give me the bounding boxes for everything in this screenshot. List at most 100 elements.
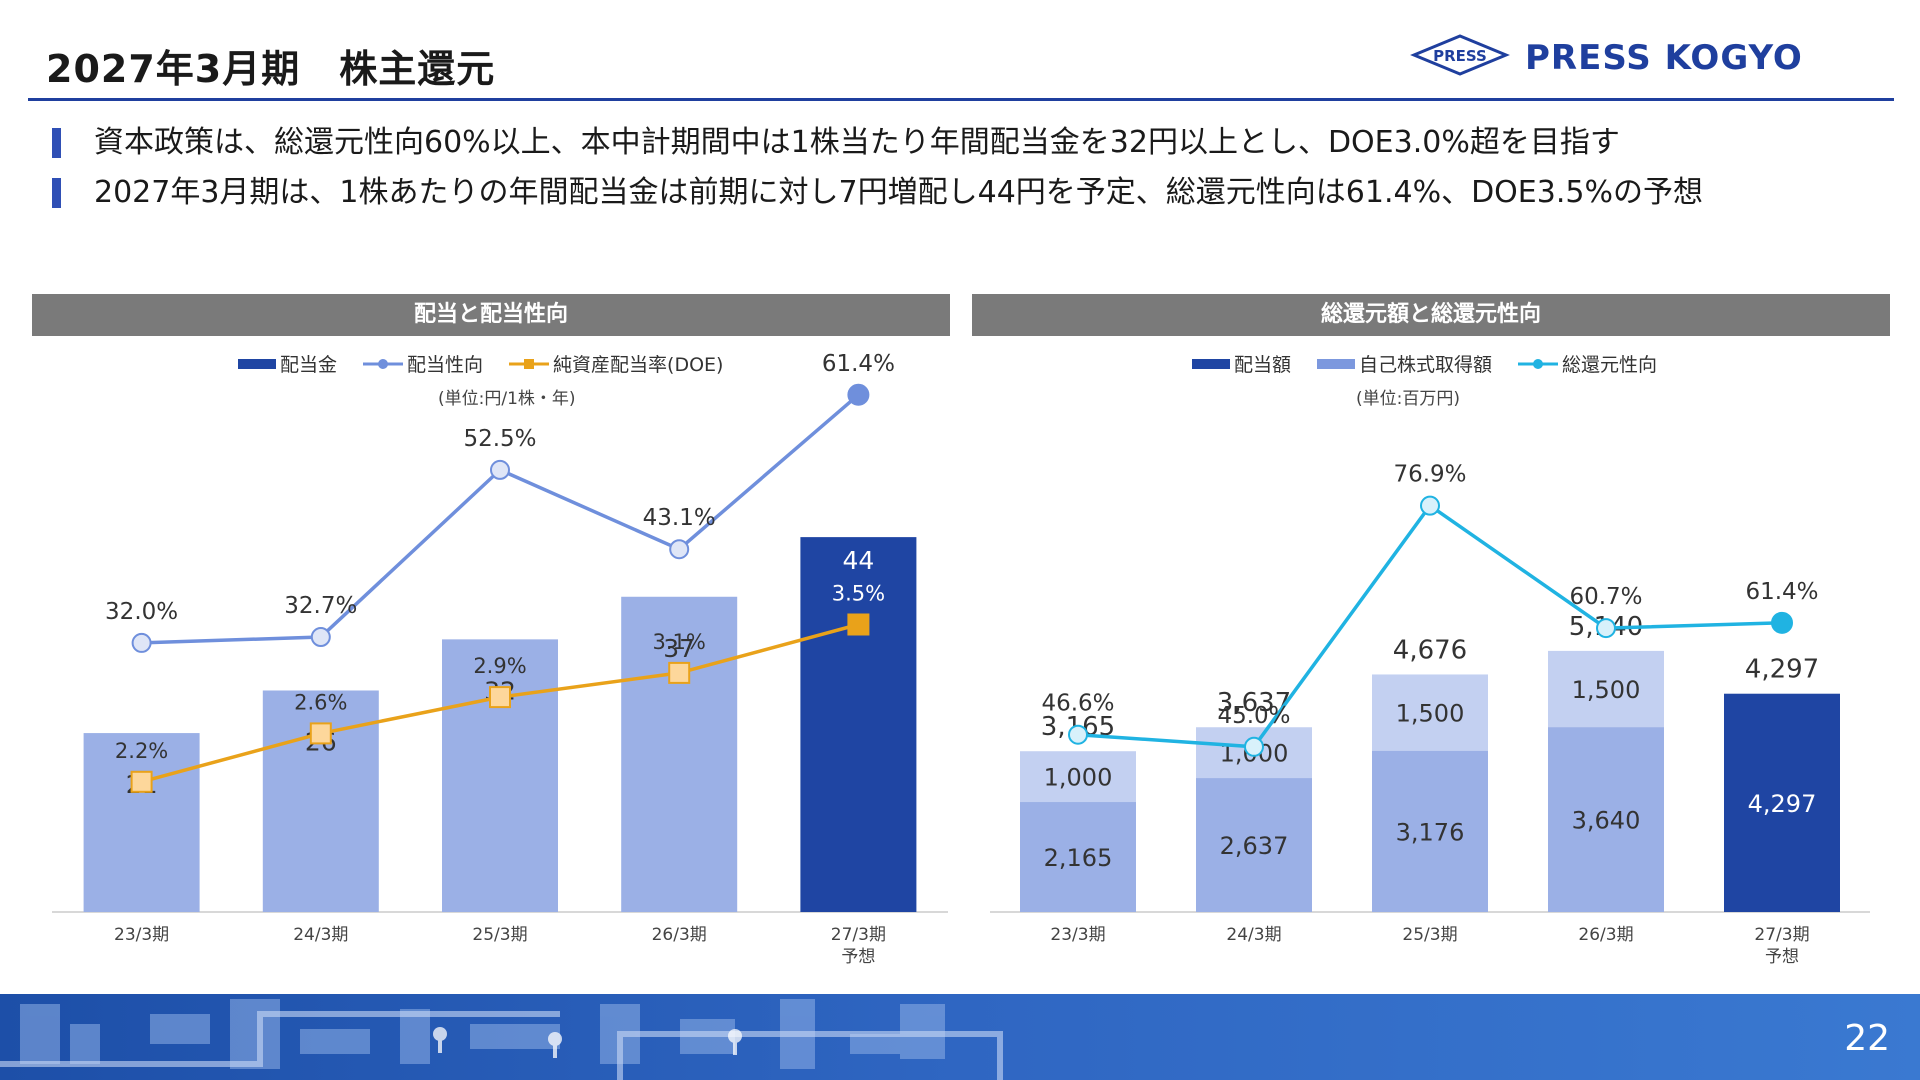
total-return-ratio-label: 46.6% <box>1041 691 1114 717</box>
total-return-label: 4,297 <box>1745 655 1819 685</box>
dividend-data-label: 37 <box>663 634 695 663</box>
dividend-data-label: 44 <box>842 546 874 575</box>
legend-item-total-ratio: 総還元性向 <box>1518 350 1657 377</box>
line-circle-swatch-icon <box>363 358 404 369</box>
total-return-ratio-point <box>1068 724 1088 745</box>
payout-ratio-label: 32.7% <box>284 593 357 619</box>
legend-item-dividend-amount: 配当額 <box>1192 350 1291 377</box>
dividend-amount-bar <box>1724 693 1840 912</box>
payout-ratio-point <box>847 383 870 406</box>
doe-label: 3.1% <box>653 630 706 654</box>
dividend-amount-bar <box>1372 750 1488 912</box>
page-title: 2027年3月期 株主還元 <box>46 47 496 91</box>
total-return-ratio-point <box>1596 618 1616 639</box>
doe-label: 3.5% <box>832 582 885 606</box>
bar-swatch-icon <box>238 358 276 369</box>
buyback-label: 1,500 <box>1396 700 1465 728</box>
bullet-text: 資本政策は、総還元性向60%以上、本中計期間中は1株当たり年間配当金を32円以上… <box>94 125 1620 160</box>
title-divider <box>28 98 1894 101</box>
dividend-amount-label: 4,297 <box>1748 790 1817 818</box>
line-square-swatch-icon <box>509 358 550 369</box>
right-unit-label: (単位:百万円) <box>1356 389 1460 409</box>
left-panel-heading: 配当と配当性向 <box>32 294 950 336</box>
dividend-bar <box>83 733 200 912</box>
doe-point <box>668 661 691 684</box>
dividend-amount-bar <box>1196 778 1312 912</box>
dividend-amount-label: 2,637 <box>1220 832 1289 860</box>
bullet-item: 2027年3月期は、1株あたりの年間配当金は前期に対し7円増配し44円を予定、総… <box>52 168 1703 218</box>
doe-point <box>489 686 511 709</box>
doe-label: 2.2% <box>115 739 168 763</box>
legend-label: 配当性向 <box>407 354 484 376</box>
payout-ratio-point <box>490 459 510 480</box>
total-return-ratio-point <box>1420 495 1440 516</box>
doe-point <box>309 722 332 745</box>
total-return-ratio-label: 60.7% <box>1569 584 1642 610</box>
doe-label: 2.6% <box>294 690 347 714</box>
right-legend: 配当額 自己株式取得額 総還元性向 <box>1192 350 1683 377</box>
x-tick-label: 25/3期 <box>472 925 527 945</box>
payout-ratio-label: 32.0% <box>105 599 178 625</box>
payout-ratio-point <box>310 627 331 648</box>
left-legend: 配当金 配当性向 純資産配当率(DOE) <box>238 350 749 377</box>
x-tick-label: 27/3期 <box>831 925 886 945</box>
bullet-item: 資本政策は、総還元性向60%以上、本中計期間中は1株当たり年間配当金を32円以上… <box>52 118 1703 168</box>
buyback-label: 1,500 <box>1572 676 1641 704</box>
left-chart-group: 2123/3期2624/3期3225/3期3726/3期4427/3期予想32.… <box>52 351 948 967</box>
dividend-amount-label: 3,640 <box>1572 807 1641 835</box>
company-logo: PRESS PRESS KOGYO <box>1410 34 1803 78</box>
right-panel-heading: 総還元額と総還元性向 <box>972 294 1890 336</box>
legend-item-payout: 配当性向 <box>363 350 483 377</box>
x-tick-label: 24/3期 <box>1226 925 1281 945</box>
legend-label: 配当額 <box>1234 354 1292 376</box>
buyback-bar <box>1548 650 1664 728</box>
bullet-marker-icon <box>52 178 61 208</box>
line-circle-swatch-icon <box>1518 358 1559 369</box>
buyback-bar <box>1372 674 1488 751</box>
x-tick-label: 25/3期 <box>1402 925 1457 945</box>
logo-mark-text: PRESS <box>1433 47 1487 65</box>
legend-label: 総還元性向 <box>1562 354 1658 376</box>
dividend-amount-bar <box>1020 802 1136 912</box>
payout-ratio-point <box>669 539 690 560</box>
total-return-ratio-label: 76.9% <box>1393 462 1466 488</box>
x-tick-label: 23/3期 <box>114 925 169 945</box>
dividend-bar <box>621 596 738 912</box>
legend-item-doe: 純資産配当率(DOE) <box>509 350 723 377</box>
payout-ratio-label: 61.4% <box>822 351 895 377</box>
left-unit-label: (単位:円/1株・年) <box>438 389 576 409</box>
dividend-amount-bar <box>1548 727 1664 912</box>
bar-swatch-icon <box>1192 358 1230 369</box>
legend-item-buyback: 自己株式取得額 <box>1317 350 1492 377</box>
logo-text: PRESS KOGYO <box>1525 38 1803 78</box>
total-return-ratio-point <box>1244 736 1264 757</box>
key-points: 資本政策は、総還元性向60%以上、本中計期間中は1株当たり年間配当金を32円以上… <box>52 118 1703 218</box>
total-return-ratio-label: 61.4% <box>1745 579 1818 605</box>
buyback-label: 1,000 <box>1044 764 1113 792</box>
x-tick-label: 26/3期 <box>1578 925 1633 945</box>
dividend-amount-label: 3,176 <box>1396 818 1465 846</box>
logo-diamond-icon <box>1410 34 1510 76</box>
payout-ratio-label: 52.5% <box>463 426 536 452</box>
doe-label: 2.9% <box>473 654 526 678</box>
x-tick-label: 27/3期 <box>1754 925 1809 945</box>
footer-banner <box>0 994 1920 1080</box>
dividend-bar <box>800 537 917 912</box>
total-return-ratio-label: 45.0% <box>1217 703 1290 729</box>
doe-point <box>847 613 870 636</box>
bullet-marker-icon <box>52 128 61 158</box>
x-tick-label: 24/3期 <box>293 925 348 945</box>
payout-ratio-label: 43.1% <box>643 505 716 531</box>
right-chart-group: 2,1651,0003,16523/3期2,6371,0003,63724/3期… <box>990 462 1870 967</box>
total-return-label: 4,676 <box>1393 635 1467 665</box>
legend-label: 配当金 <box>280 354 338 376</box>
payout-ratio-point <box>131 632 152 653</box>
legend-label: 自己株式取得額 <box>1359 354 1493 376</box>
page-number: 22 <box>1844 1018 1890 1059</box>
bar-swatch-icon <box>1317 358 1356 369</box>
dividend-bar <box>442 639 558 912</box>
legend-item-dividend: 配当金 <box>238 350 337 377</box>
legend-label: 純資産配当率(DOE) <box>553 354 724 376</box>
x-tick-label: 予想 <box>841 947 875 967</box>
